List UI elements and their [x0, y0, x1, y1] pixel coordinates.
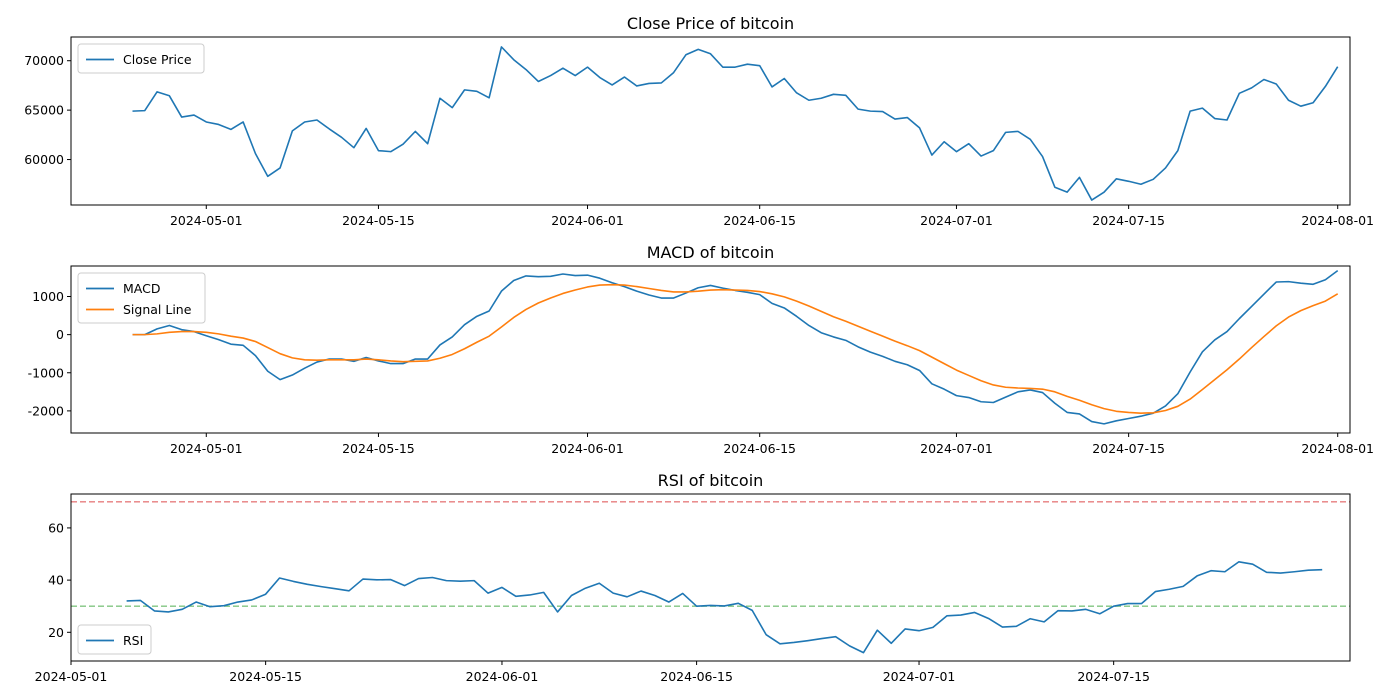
x-tick-label: 2024-07-01: [920, 213, 993, 228]
x-tick-label: 2024-06-15: [723, 441, 796, 456]
axes-frame: [70, 265, 1351, 434]
y-tick-label: -1000: [28, 365, 64, 380]
x-tick-label: 2024-05-15: [342, 213, 415, 228]
legend-label-signal-line: Signal Line: [123, 302, 192, 317]
chart-title: RSI of bitcoin: [658, 471, 764, 490]
chart-title: Close Price of bitcoin: [627, 14, 794, 33]
series-line-close-price: [132, 46, 1339, 201]
legend-label-close-price: Close Price: [123, 52, 192, 67]
chart-1: MACD of bitcoin 2024-05-01 2024-05-15 2024-…: [28, 243, 1374, 456]
series-line-rsi: [126, 561, 1323, 654]
x-tick-label: 2024-06-01: [551, 441, 624, 456]
y-tick-label: 0: [56, 327, 64, 342]
chart-0: Close Price of bitcoin 2024-05-01 2024-05-…: [24, 14, 1374, 228]
legend-frame: [77, 272, 206, 324]
y-tick-label: 20: [48, 625, 64, 640]
y-tick-label: -2000: [28, 403, 64, 418]
legend: Close Price: [77, 43, 205, 74]
y-tick-label: 65000: [24, 103, 64, 118]
legend-frame: [77, 43, 205, 74]
y-tick-label: 40: [48, 573, 64, 588]
y-tick-label: 60000: [24, 152, 64, 167]
y-tick-label: 70000: [24, 53, 64, 68]
x-tick-label: 2024-05-15: [229, 669, 302, 684]
series-line-signal-line: [132, 283, 1339, 414]
x-tick-label: 2024-06-15: [723, 213, 796, 228]
chart-title: MACD of bitcoin: [647, 243, 775, 262]
legend-frame: [77, 624, 152, 655]
y-tick-label: 1000: [32, 289, 64, 304]
x-tick-label: 2024-07-01: [883, 669, 956, 684]
axes-frame: [70, 36, 1351, 206]
chart-2: RSI of bitcoin 2024-05-01 2024-05-15 2024-0…: [35, 471, 1351, 684]
x-tick-label: 2024-05-01: [170, 213, 243, 228]
x-tick-label: 2024-07-15: [1077, 669, 1150, 684]
x-tick-label: 2024-05-15: [342, 441, 415, 456]
x-tick-label: 2024-05-01: [170, 441, 243, 456]
x-tick-label: 2024-07-01: [920, 441, 993, 456]
y-tick-label: 60: [48, 520, 64, 535]
legend-label-rsi: RSI: [123, 633, 143, 648]
x-tick-label: 2024-07-15: [1092, 213, 1165, 228]
legend: MACD Signal Line: [77, 272, 206, 324]
x-tick-label: 2024-06-01: [551, 213, 624, 228]
legend-label-macd: MACD: [123, 281, 160, 296]
axes-frame: [70, 493, 1351, 662]
x-tick-label: 2024-08-01: [1301, 213, 1374, 228]
x-tick-label: 2024-06-15: [660, 669, 733, 684]
x-tick-label: 2024-07-15: [1092, 441, 1165, 456]
x-tick-label: 2024-08-01: [1301, 441, 1374, 456]
legend: RSI: [77, 624, 152, 655]
x-tick-label: 2024-06-01: [466, 669, 539, 684]
x-tick-label: 2024-05-01: [35, 669, 108, 684]
